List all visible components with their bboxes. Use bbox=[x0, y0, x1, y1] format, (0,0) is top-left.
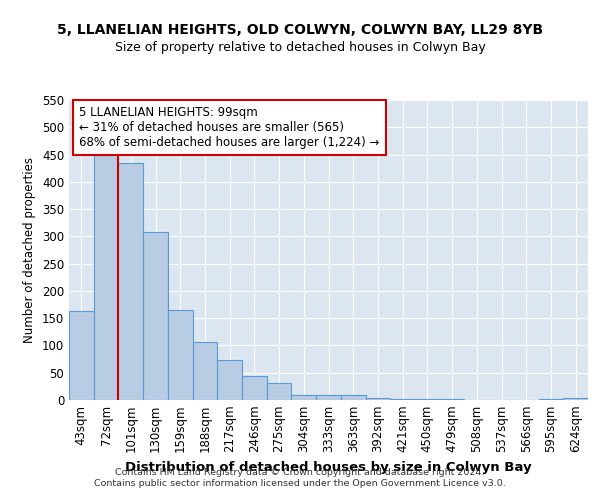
Bar bbox=[365, 398, 390, 400]
Bar bbox=[168, 310, 193, 400]
Bar bbox=[292, 394, 316, 400]
Y-axis label: Number of detached properties: Number of detached properties bbox=[23, 157, 37, 343]
Bar bbox=[143, 232, 168, 400]
Bar bbox=[94, 154, 118, 400]
Bar bbox=[69, 311, 94, 400]
Bar bbox=[341, 395, 365, 400]
Text: Contains HM Land Registry data © Crown copyright and database right 2024.
Contai: Contains HM Land Registry data © Crown c… bbox=[94, 468, 506, 487]
Bar bbox=[118, 162, 143, 400]
Bar bbox=[390, 399, 415, 400]
Bar bbox=[267, 382, 292, 400]
Bar bbox=[563, 398, 588, 400]
Bar bbox=[316, 395, 341, 400]
Bar bbox=[242, 376, 267, 400]
Text: 5 LLANELIAN HEIGHTS: 99sqm
← 31% of detached houses are smaller (565)
68% of sem: 5 LLANELIAN HEIGHTS: 99sqm ← 31% of deta… bbox=[79, 106, 380, 149]
Text: Size of property relative to detached houses in Colwyn Bay: Size of property relative to detached ho… bbox=[115, 41, 485, 54]
Bar bbox=[193, 342, 217, 400]
Bar bbox=[217, 360, 242, 400]
Text: 5, LLANELIAN HEIGHTS, OLD COLWYN, COLWYN BAY, LL29 8YB: 5, LLANELIAN HEIGHTS, OLD COLWYN, COLWYN… bbox=[57, 22, 543, 36]
X-axis label: Distribution of detached houses by size in Colwyn Bay: Distribution of detached houses by size … bbox=[125, 461, 532, 474]
